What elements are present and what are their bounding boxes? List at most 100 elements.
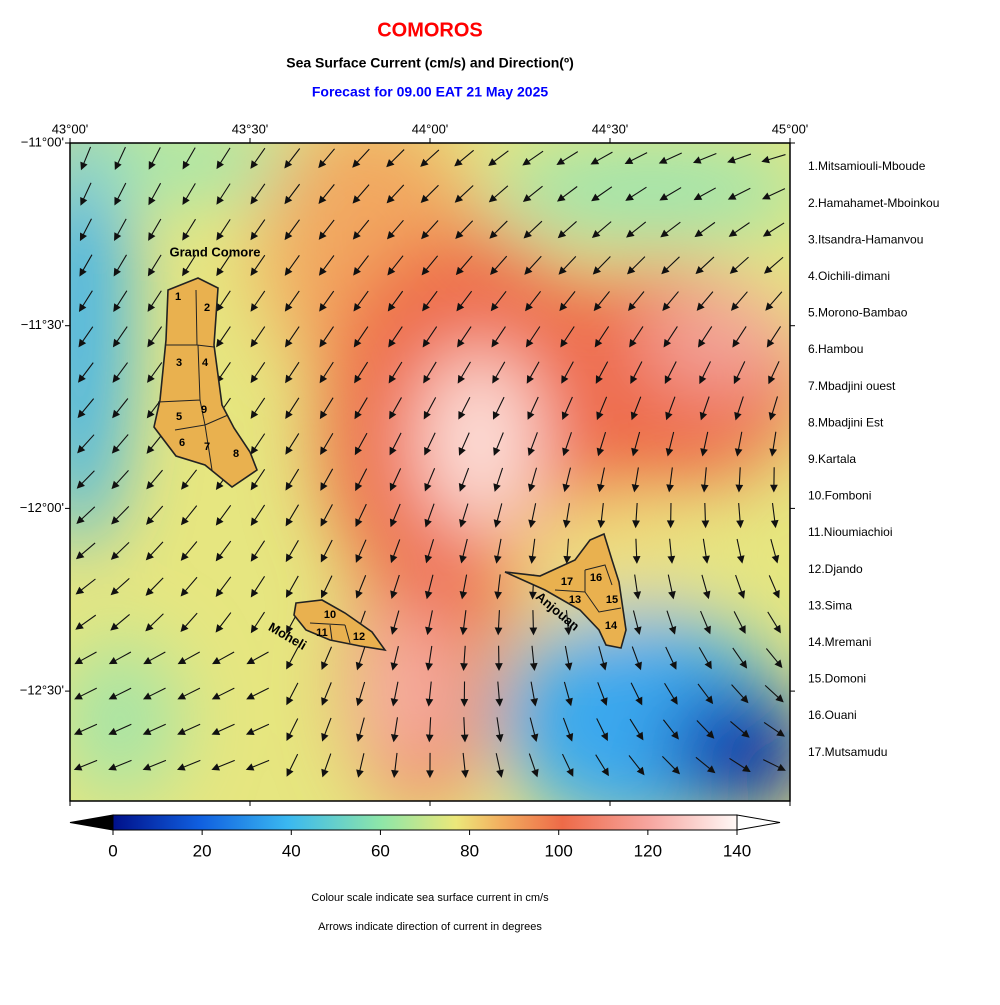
current-arrow	[761, 154, 786, 164]
current-arrow	[390, 646, 399, 671]
current-arrow	[527, 467, 538, 493]
current-arrow	[528, 753, 539, 778]
current-arrow	[633, 574, 642, 600]
current-arrow	[250, 326, 266, 348]
current-arrow	[319, 290, 335, 312]
grand-comore-shape	[153, 277, 258, 488]
current-arrow	[284, 326, 300, 348]
current-arrow	[729, 256, 749, 274]
note: Colour scale indicate sea surface curren…	[311, 892, 549, 904]
current-arrow	[286, 753, 299, 777]
current-arrow	[110, 542, 130, 560]
current-arrow	[594, 326, 610, 348]
colorbar-tick-label: 120	[634, 841, 662, 860]
current-arrow	[215, 540, 232, 562]
current-arrow	[559, 291, 576, 312]
lon-label: 44°00'	[412, 121, 449, 136]
current-arrow	[353, 326, 369, 348]
legend-entry: 7.Mbadjini ouest	[808, 379, 896, 393]
current-arrow	[216, 326, 231, 348]
current-arrow	[728, 222, 750, 237]
current-arrow	[522, 150, 544, 166]
current-arrow	[630, 361, 643, 384]
current-arrow	[285, 468, 300, 491]
current-arrow	[387, 290, 404, 312]
current-arrow	[494, 574, 503, 600]
current-arrow	[113, 254, 127, 277]
current-arrow	[558, 255, 577, 275]
current-arrow	[698, 647, 712, 670]
current-arrow	[284, 290, 300, 312]
current-arrow	[318, 184, 335, 204]
current-arrow	[320, 468, 334, 491]
current-arrow	[489, 220, 508, 239]
current-arrow	[177, 651, 200, 665]
legend-entry: 3.Itsandra-Hamanvou	[808, 232, 923, 246]
current-arrow	[631, 646, 642, 671]
forecast: Forecast for 09.00 EAT 21 May 2025	[312, 84, 549, 100]
current-arrow	[693, 187, 716, 201]
current-arrow	[696, 720, 715, 739]
current-arrow	[390, 610, 400, 635]
current-arrow	[216, 183, 231, 205]
current-arrow	[108, 687, 132, 700]
current-arrow	[74, 651, 97, 665]
current-arrow	[727, 187, 751, 200]
islands	[153, 277, 627, 652]
current-arrow	[319, 361, 334, 384]
current-arrow	[319, 397, 334, 420]
current-arrow	[522, 185, 543, 203]
current-arrow	[353, 290, 369, 312]
current-arrow	[664, 682, 678, 705]
current-arrow	[180, 612, 198, 633]
legend-entry: 2.Hamahamet-Mboinkou	[808, 196, 939, 210]
current-arrow	[421, 255, 439, 276]
current-arrow	[528, 538, 537, 564]
colorbar-tick-label: 100	[545, 841, 573, 860]
current-arrow	[736, 502, 744, 529]
current-arrow	[457, 326, 472, 348]
lon-label: 44°30'	[592, 121, 629, 136]
colorbar-low	[69, 814, 114, 831]
current-arrow	[354, 397, 368, 420]
current-arrow	[354, 361, 369, 384]
current-arrow	[355, 539, 367, 563]
current-arrow	[562, 503, 571, 529]
legend-entry: 15.Domoni	[808, 672, 866, 686]
current-arrow	[488, 185, 509, 203]
current-arrow	[658, 152, 682, 164]
region-number: 3	[176, 357, 182, 369]
current-arrow	[528, 503, 537, 528]
current-arrow	[146, 469, 163, 490]
current-arrow	[142, 723, 166, 735]
current-arrow	[76, 470, 95, 489]
legend-entry: 9.Kartala	[808, 452, 856, 466]
current-arrow	[493, 467, 504, 492]
current-arrow	[564, 645, 573, 671]
current-arrow	[352, 148, 370, 168]
current-arrow	[245, 723, 270, 735]
region-number: 1	[175, 291, 181, 303]
current-arrow	[318, 219, 335, 240]
current-arrow	[767, 611, 781, 634]
current-arrow	[458, 396, 471, 420]
current-arrow	[216, 219, 231, 241]
current-arrow	[424, 503, 435, 528]
current-arrow	[665, 431, 675, 457]
current-arrow	[250, 397, 266, 419]
current-arrow	[494, 645, 503, 672]
current-arrow	[211, 723, 235, 735]
current-arrow	[598, 646, 608, 671]
legend-entry: 5.Morono-Bambao	[808, 306, 908, 320]
region-number: 14	[605, 620, 618, 632]
current-arrow	[562, 717, 574, 742]
current-arrow	[390, 681, 399, 707]
current-arrow	[355, 575, 367, 599]
current-arrow	[736, 538, 745, 564]
lon-label: 45°00'	[772, 121, 809, 136]
current-arrow	[386, 149, 405, 168]
current-arrow	[321, 717, 332, 742]
current-arrow	[355, 681, 366, 707]
current-arrow	[630, 682, 643, 706]
current-arrow	[285, 361, 300, 384]
